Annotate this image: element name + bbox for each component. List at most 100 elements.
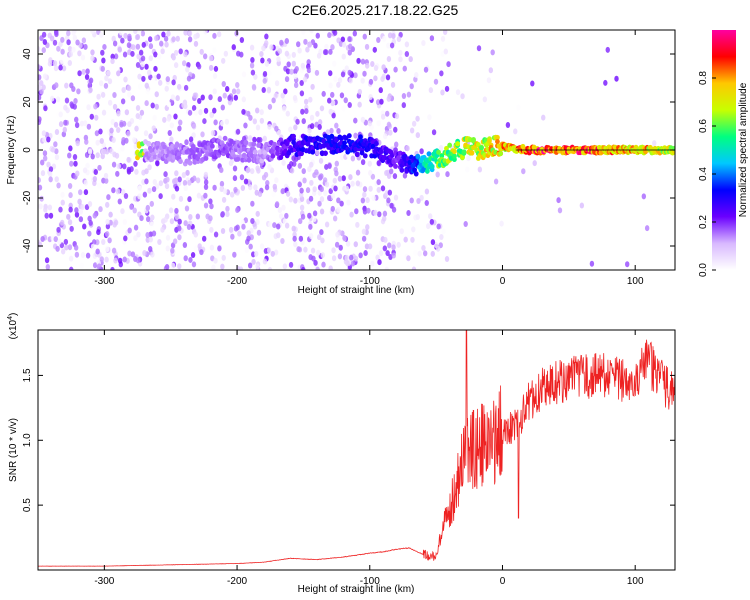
spectrogram-noise-cell [123, 235, 128, 242]
spectrogram-noise-cell [336, 206, 341, 213]
spectrogram-noise-cell [352, 30, 358, 37]
spectrogram-noise-cell [250, 56, 255, 63]
colorbar-tick-label: 0.8 [698, 71, 709, 85]
spectrogram-noise-cell [137, 73, 142, 80]
spectrogram-noise-cell [165, 76, 171, 83]
spectrogram-noise-cell [56, 45, 61, 52]
spectrogram-noise-cell [150, 214, 155, 221]
spectrogram-noise-cell [398, 56, 403, 63]
spectrogram-noise-cell [424, 200, 429, 207]
spectrogram-noise-cell [382, 133, 388, 140]
spectrogram-noise-cell [87, 201, 93, 208]
spectrogram-noise-cell [48, 176, 53, 183]
spectrogram-noise-cell [308, 96, 313, 103]
spectrogram-noise-cell [281, 105, 287, 112]
spectrogram-noise-cell [212, 88, 217, 95]
spectrogram-noise-cell [232, 165, 238, 172]
spectrogram-noise-cell [145, 204, 151, 211]
spectrogram-noise-cell [42, 73, 48, 80]
spectrogram-noise-cell [232, 251, 237, 258]
spectrogram-noise-cell [72, 34, 78, 41]
spectrogram-noise-cell [101, 148, 107, 155]
spectrogram-noise-cell [336, 197, 341, 204]
spectrogram-noise-cell [178, 48, 183, 55]
spectrogram-noise-cell [389, 202, 394, 209]
spectrogram-noise-cell [263, 171, 269, 178]
spectrogram-noise-cell [101, 109, 107, 116]
spectrogram-noise-cell [67, 45, 73, 52]
spectrogram-noise-cell [403, 236, 408, 243]
spectrogram-noise-cell [135, 43, 141, 50]
spectrogram-noise-cell [182, 241, 188, 248]
spectrogram-noise-cell [100, 65, 106, 72]
snr-x-tick-label: 100 [627, 576, 644, 587]
spectrogram-noise-cell [87, 148, 93, 155]
spectrogram-noise-cell [55, 96, 61, 103]
spectrogram-noise-cell [388, 168, 394, 175]
spectrogram-noise-cell [185, 169, 190, 176]
spectrogram-noise-cell [196, 63, 202, 70]
spectrogram-noise-cell [127, 91, 132, 98]
spectrogram-noise-cell [98, 80, 104, 87]
spectrogram-noise-cell [273, 249, 279, 256]
spectrogram-noise-cell [219, 180, 225, 187]
spectrogram-noise-cell [119, 30, 124, 36]
spectrogram-noise-cell [96, 263, 102, 270]
spectrogram-noise-cell [154, 35, 159, 42]
spectrogram-noise-cell [191, 261, 197, 268]
spectrogram-noise-cell [88, 219, 93, 226]
spectrogram-ridge-cell [243, 140, 249, 146]
spectrogram-noise-cell [316, 234, 322, 241]
spectrogram-noise-cell [208, 94, 213, 101]
spectrogram-noise-cell [295, 118, 300, 125]
spectrogram-noise-cell [255, 165, 260, 172]
spectrogram-noise-cell [90, 30, 95, 35]
spectrogram-noise-cell [255, 107, 260, 114]
spectrogram-noise-cell [301, 168, 306, 175]
spectrogram-noise-cell [177, 218, 182, 225]
spectrogram-noise-cell [75, 170, 80, 177]
spectrogram-ridge-cell [299, 150, 304, 157]
spectrogram-noise-cell [427, 114, 432, 121]
spectrogram-noise-cell [78, 208, 84, 215]
spectrogram-noise-cell [83, 189, 89, 196]
spectrogram-noise-cell [193, 109, 199, 116]
spectrogram-noise-cell [199, 48, 204, 55]
spectrogram-noise-cell [231, 44, 236, 51]
spectrogram-noise-cell [331, 255, 337, 262]
spectrogram-y-tick-label: 40 [22, 48, 33, 60]
spectrogram-noise-cell [119, 121, 124, 128]
spectrogram-noise-cell [213, 65, 219, 72]
spectrogram-noise-cell [46, 161, 51, 168]
spectrogram-noise-cell [170, 262, 176, 269]
spectrogram-noise-cell [394, 113, 400, 120]
spectrogram-ridge-cell [399, 167, 405, 173]
spectrogram-noise-cell [83, 179, 89, 186]
spectrogram-noise-cell [173, 62, 179, 69]
spectrogram-noise-cell [81, 37, 87, 44]
spectrogram-noise-cell [122, 256, 127, 263]
spectrogram-noise-cell [393, 194, 399, 201]
spectrogram-noise-cell [77, 70, 82, 77]
spectrogram-noise-cell [235, 207, 240, 214]
spectrogram-noise-cell [104, 256, 109, 263]
spectrogram-noise-cell [387, 189, 393, 196]
spectrogram-noise-cell [74, 122, 80, 129]
spectrogram-noise-cell [341, 41, 347, 48]
spectrogram-noise-cell [345, 240, 351, 247]
page-title: C2E6.2025.217.18.22.G25 [291, 2, 459, 18]
spectrogram-noise-cell [145, 216, 151, 223]
spectrogram-noise-cell [101, 239, 106, 246]
spectrogram-noise-cell [96, 93, 101, 100]
spectrogram-noise-cell [373, 209, 378, 216]
spectrogram-noise-cell [328, 48, 333, 55]
spectrogram-noise-cell [315, 266, 320, 270]
spectrogram-noise-cell [305, 46, 310, 53]
spectrogram-y-tick-label: -40 [22, 238, 33, 253]
spectrogram-noise-cell [262, 77, 267, 84]
spectrogram-noise-cell [130, 95, 136, 102]
spectrogram-y-tick-label: 0 [22, 147, 33, 153]
spectrogram-noise-cell [274, 125, 279, 132]
spectrogram-noise-cell [316, 249, 321, 256]
spectrogram-noise-cell [209, 112, 214, 119]
